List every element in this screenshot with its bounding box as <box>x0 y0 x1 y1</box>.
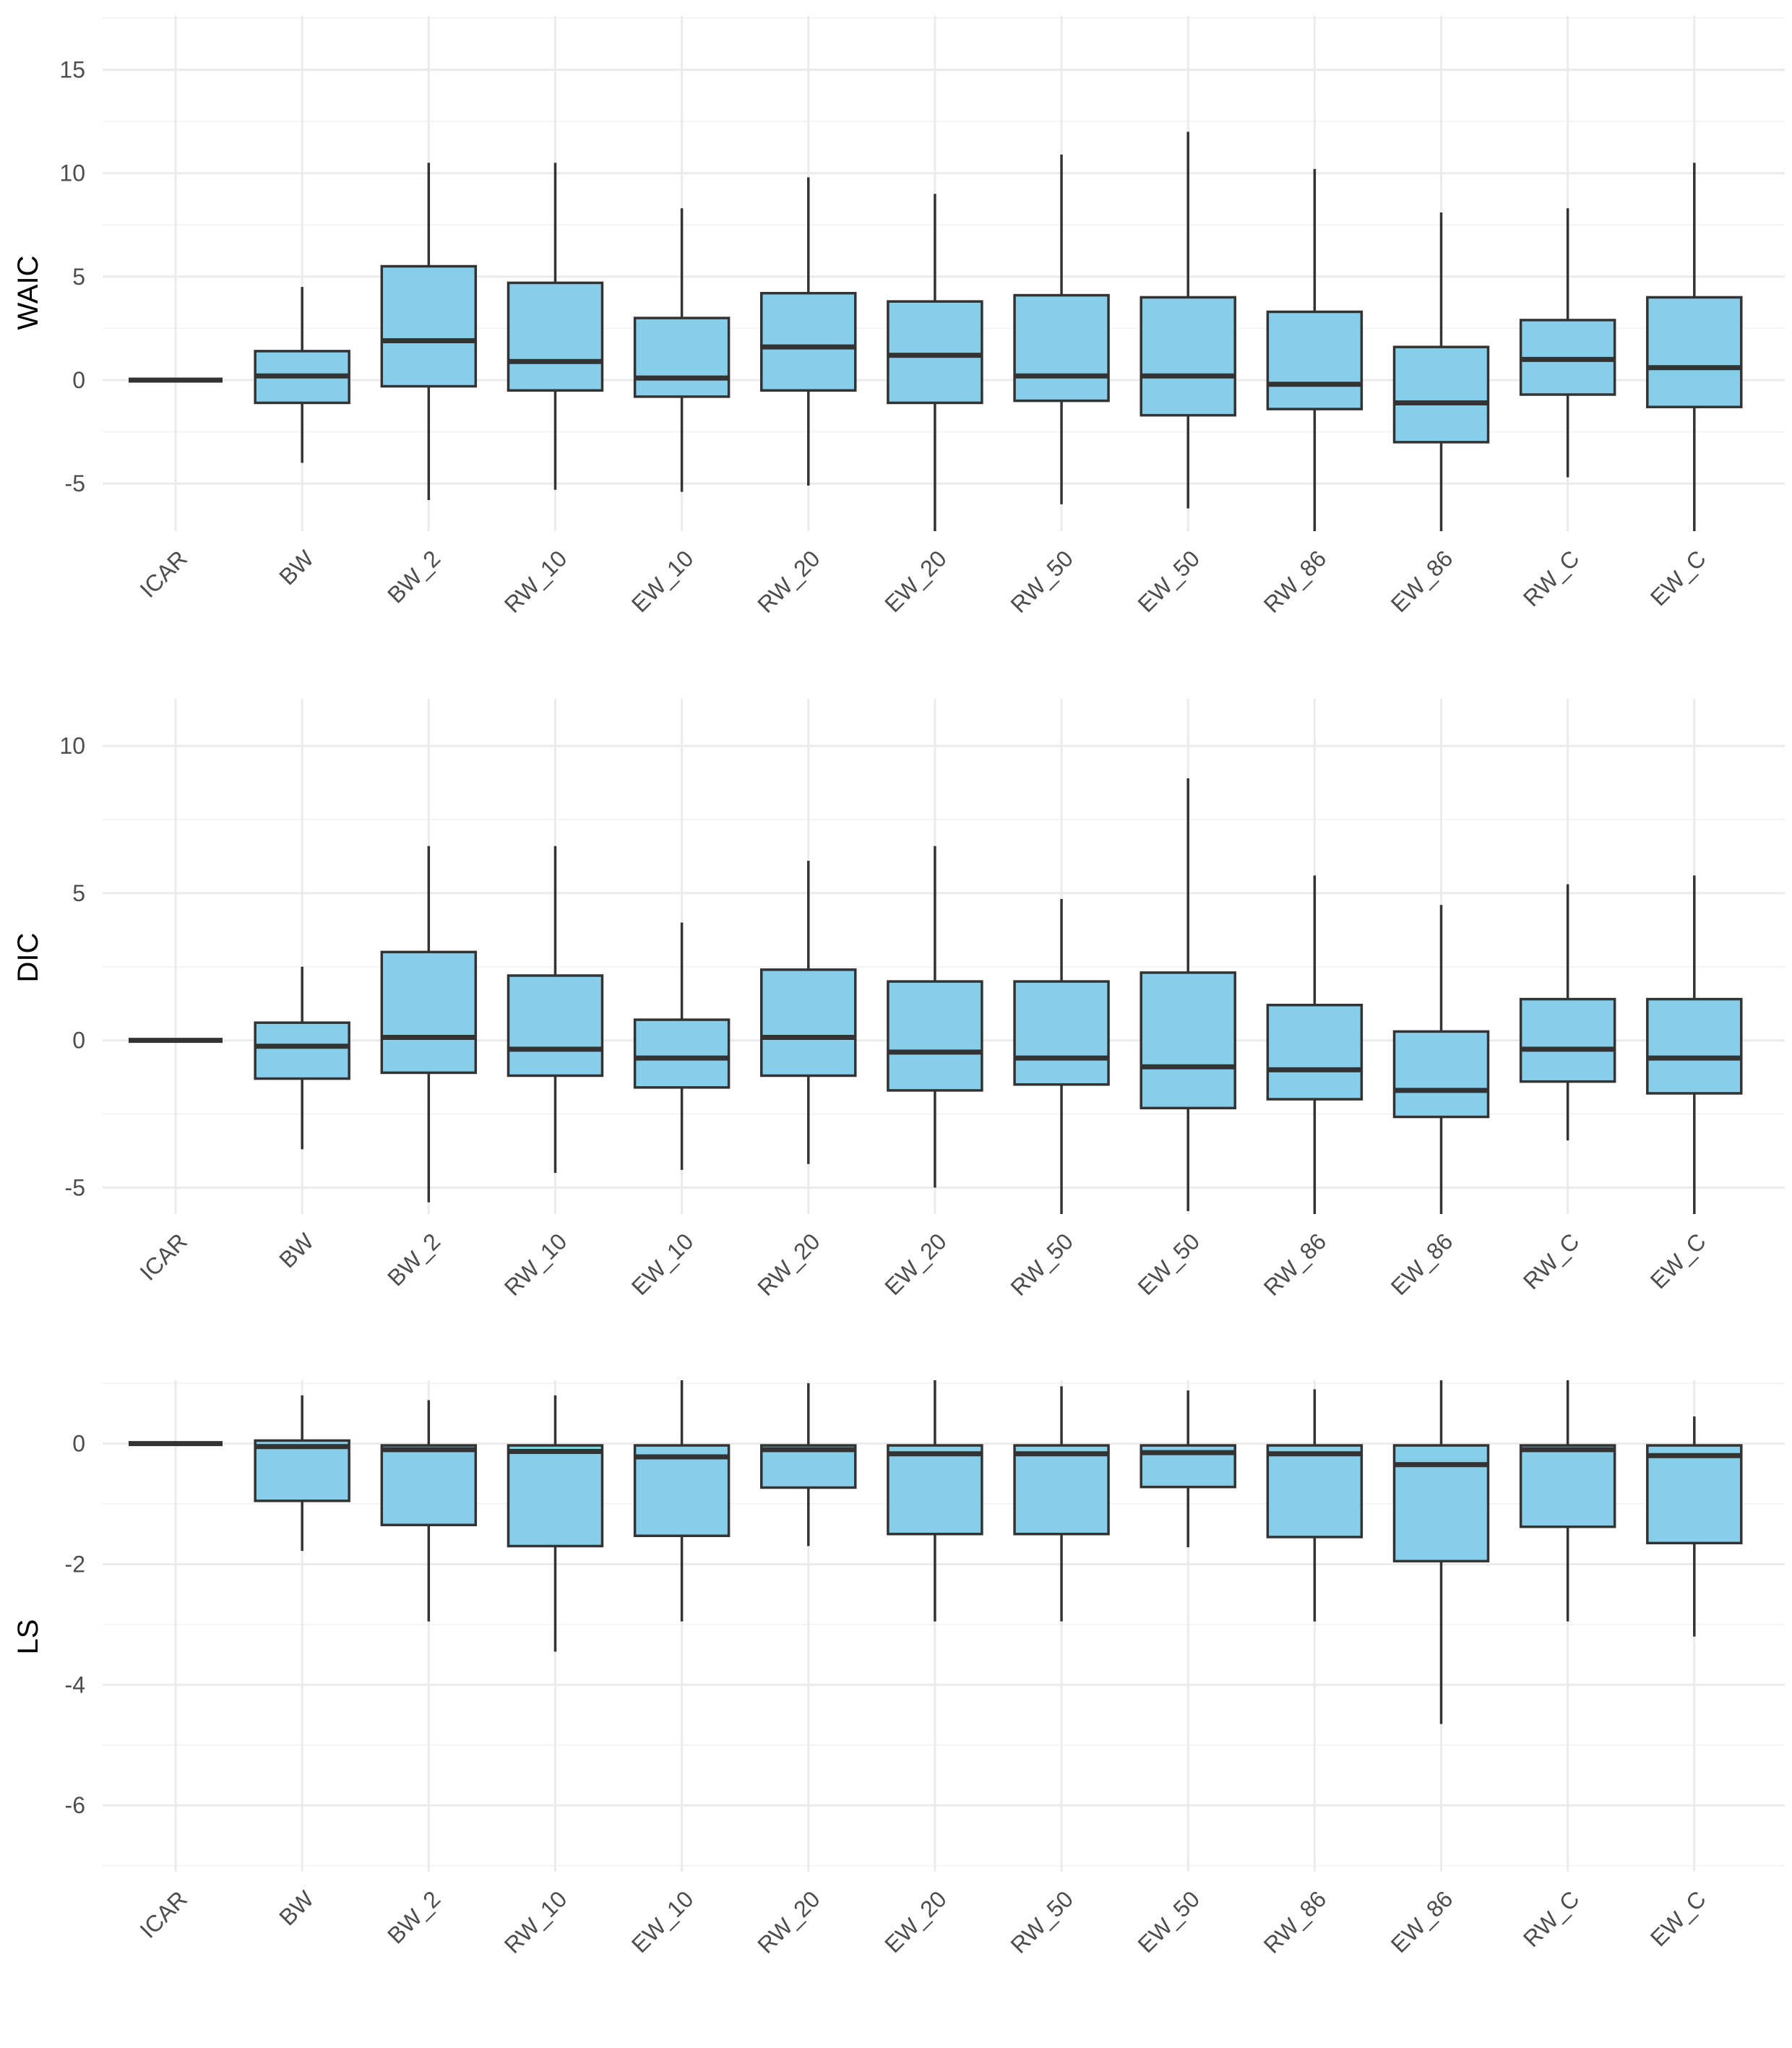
y-tick-label: 15 <box>59 56 85 82</box>
iqr-box <box>1013 1444 1110 1536</box>
box-ew-86 <box>1392 1380 1490 1724</box>
iqr-box <box>1266 1003 1364 1101</box>
iqr-box <box>1140 296 1236 417</box>
y-axis-title: LS <box>12 1619 44 1655</box>
y-tick-label: -2 <box>65 1551 85 1577</box>
iqr-box <box>1519 1444 1616 1528</box>
iqr-box <box>1392 1030 1490 1119</box>
y-tick-label: 0 <box>72 1028 85 1054</box>
iqr-box <box>1266 1444 1364 1539</box>
iqr-box <box>254 1439 350 1502</box>
y-tick-label: -5 <box>65 1174 85 1200</box>
iqr-box <box>1013 293 1110 403</box>
box-ew-c <box>1646 875 1743 1214</box>
box-ew-10 <box>633 208 731 492</box>
iqr-box <box>380 264 478 388</box>
box-rw-c <box>1519 208 1616 478</box>
box-rw-20 <box>760 861 857 1164</box>
box-rw-20 <box>760 177 857 486</box>
box-rw-86 <box>1266 1389 1364 1622</box>
iqr-box <box>507 974 604 1077</box>
y-tick-label: 5 <box>72 880 85 906</box>
iqr-box <box>633 1444 731 1538</box>
box-ew-10 <box>633 922 731 1170</box>
iqr-box <box>1392 345 1490 444</box>
iqr-box <box>1646 1444 1743 1545</box>
iqr-box <box>633 1018 731 1089</box>
box-ew-20 <box>887 846 983 1188</box>
y-tick-label: 5 <box>72 264 85 290</box>
box-bw <box>254 1395 350 1552</box>
box-rw-c <box>1519 884 1616 1141</box>
y-axis-title: DIC <box>12 933 44 983</box>
iqr-box <box>633 317 731 398</box>
iqr-box <box>760 968 857 1077</box>
iqr-box <box>1013 980 1110 1086</box>
box-rw-50 <box>1013 154 1110 504</box>
box-ew-c <box>1646 1416 1743 1637</box>
iqr-box <box>1266 310 1364 410</box>
y-tick-label: 0 <box>72 367 85 393</box>
iqr-box <box>1140 971 1236 1110</box>
iqr-box <box>1646 997 1743 1095</box>
box-rw-10 <box>507 846 604 1173</box>
box-ew-c <box>1646 163 1743 531</box>
box-ew-50 <box>1140 132 1236 509</box>
box-rw-50 <box>1013 899 1110 1214</box>
box-rw-10 <box>507 1395 604 1652</box>
iqr-box <box>380 950 478 1075</box>
iqr-box <box>380 1444 478 1526</box>
y-tick-label: -6 <box>65 1792 85 1818</box>
box-bw-2 <box>380 846 478 1202</box>
box-ew-20 <box>887 194 983 531</box>
box-rw-c <box>1519 1380 1616 1622</box>
box-ew-50 <box>1140 1390 1236 1548</box>
y-tick-label: 0 <box>72 1431 85 1457</box>
box-ew-50 <box>1140 778 1236 1211</box>
iqr-box <box>1519 997 1616 1083</box>
iqr-box <box>507 281 604 392</box>
box-rw-20 <box>760 1383 857 1546</box>
iqr-box <box>1646 296 1743 408</box>
iqr-box <box>254 1021 350 1080</box>
box-bw <box>254 287 350 463</box>
box-ew-20 <box>887 1380 983 1622</box>
iqr-box <box>887 1444 983 1536</box>
box-bw-2 <box>380 163 478 501</box>
box-ew-86 <box>1392 212 1490 531</box>
iqr-box <box>887 300 983 405</box>
box-rw-86 <box>1266 875 1364 1214</box>
iqr-box <box>507 1444 604 1548</box>
box-bw <box>254 966 350 1150</box>
iqr-box <box>887 980 983 1092</box>
box-ew-10 <box>633 1380 731 1622</box>
iqr-box <box>760 291 857 392</box>
y-tick-label: -5 <box>65 470 85 496</box>
box-bw-2 <box>380 1400 478 1622</box>
y-axis-title: WAIC <box>12 256 44 330</box>
box-rw-50 <box>1013 1386 1110 1622</box>
box-rw-10 <box>507 163 604 490</box>
y-tick-label: 10 <box>59 733 85 759</box>
y-tick-label: 10 <box>59 160 85 186</box>
box-ew-86 <box>1392 905 1490 1214</box>
iqr-box <box>760 1444 857 1489</box>
y-tick-label: -4 <box>65 1671 85 1698</box>
box-rw-86 <box>1266 168 1364 531</box>
